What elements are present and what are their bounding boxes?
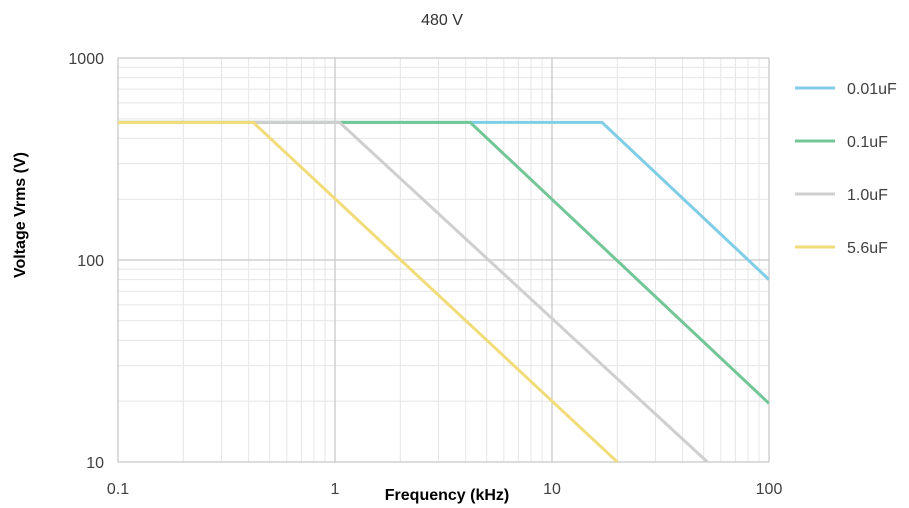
- x-tick-label: 0.1: [107, 481, 129, 498]
- legend-label-5-6uf: 5.6uF: [847, 240, 888, 257]
- major-gridlines: [117, 57, 770, 463]
- x-tick-label: 10: [543, 481, 561, 498]
- series-lines: [118, 120, 769, 462]
- chart-title: 480 V: [421, 12, 463, 29]
- series-line-0-01uf: [118, 120, 769, 281]
- y-tick-label: 1000: [68, 51, 104, 68]
- y-tick-label: 100: [77, 253, 104, 270]
- series-line-1-0uf: [118, 120, 709, 462]
- legend-label-0-01uf: 0.01uF: [847, 81, 897, 98]
- y-tick-label: 10: [86, 455, 104, 472]
- legend: 0.01uF 0.1uF 1.0uF 5.6uF: [795, 81, 897, 257]
- tick-labels: 0.1 1 10 100 10 100 1000: [68, 51, 782, 498]
- x-tick-label: 1: [331, 481, 340, 498]
- x-tick-label: 100: [756, 481, 783, 498]
- legend-label-1-0uf: 1.0uF: [847, 187, 888, 204]
- series-line-5-6uf: [118, 120, 619, 462]
- y-axis-label: Voltage Vrms (V): [12, 152, 29, 278]
- series-line-0-1uf: [118, 120, 769, 405]
- legend-label-0-1uf: 0.1uF: [847, 134, 888, 151]
- x-axis-label: Frequency (kHz): [385, 487, 509, 504]
